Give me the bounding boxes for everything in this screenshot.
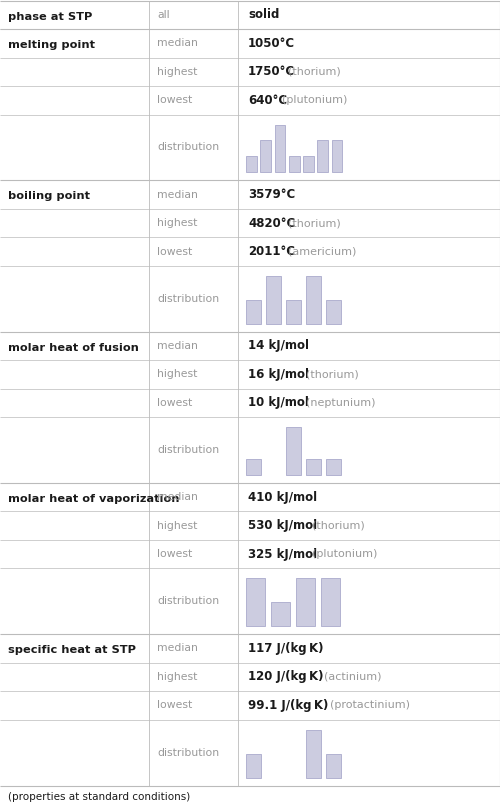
Text: 1750°C: 1750°C (248, 65, 295, 78)
Text: lowest: lowest (157, 398, 192, 408)
Bar (289, 157, 300, 173)
Text: highest: highest (157, 521, 198, 531)
Text: phase at STP: phase at STP (8, 11, 92, 22)
Text: (protactinium): (protactinium) (330, 700, 410, 710)
Text: (thorium): (thorium) (306, 370, 359, 379)
Bar (266, 276, 281, 324)
Text: distribution: distribution (157, 596, 219, 606)
Text: (plutonium): (plutonium) (312, 550, 378, 559)
Text: median: median (157, 190, 198, 199)
Bar (271, 602, 290, 626)
Bar (321, 579, 340, 626)
Text: median: median (157, 643, 198, 654)
Text: 410 kJ/mol: 410 kJ/mol (248, 491, 317, 504)
Bar (246, 157, 256, 173)
Bar (306, 459, 321, 475)
Bar (246, 579, 265, 626)
Bar (286, 299, 301, 324)
Bar (246, 299, 261, 324)
Bar (332, 140, 342, 173)
Bar (286, 427, 301, 475)
Bar (246, 459, 261, 475)
Text: 325 kJ/mol: 325 kJ/mol (248, 548, 317, 561)
Text: lowest: lowest (157, 95, 192, 105)
Text: (actinium): (actinium) (324, 672, 382, 682)
Text: 1050°C: 1050°C (248, 37, 295, 50)
Text: 530 kJ/mol: 530 kJ/mol (248, 519, 317, 532)
Text: (thorium): (thorium) (312, 521, 365, 531)
Text: median: median (157, 38, 198, 48)
Text: 640°C: 640°C (248, 94, 287, 107)
Text: 2011°C: 2011°C (248, 245, 295, 258)
Text: 16 kJ/mol: 16 kJ/mol (248, 368, 309, 381)
Bar (326, 754, 341, 777)
Bar (318, 140, 328, 173)
Text: 14 kJ/mol: 14 kJ/mol (248, 340, 309, 353)
Text: (neptunium): (neptunium) (306, 398, 376, 408)
Text: 120 J/(kg K): 120 J/(kg K) (248, 671, 324, 684)
Text: all: all (157, 10, 170, 19)
Text: 99.1 J/(kg K): 99.1 J/(kg K) (248, 699, 328, 712)
Text: (americium): (americium) (288, 247, 356, 257)
Text: melting point: melting point (8, 40, 95, 50)
Text: highest: highest (157, 218, 198, 228)
Text: lowest: lowest (157, 700, 192, 710)
Text: (thorium): (thorium) (288, 218, 341, 228)
Text: molar heat of vaporization: molar heat of vaporization (8, 494, 180, 504)
Text: lowest: lowest (157, 550, 192, 559)
Text: distribution: distribution (157, 294, 219, 303)
Text: (plutonium): (plutonium) (282, 95, 348, 105)
Bar (326, 459, 341, 475)
Text: lowest: lowest (157, 247, 192, 257)
Bar (306, 730, 321, 777)
Text: solid: solid (248, 8, 280, 21)
Bar (306, 276, 321, 324)
Text: 3579°C: 3579°C (248, 188, 295, 201)
Bar (326, 299, 341, 324)
Bar (246, 754, 261, 777)
Text: distribution: distribution (157, 142, 219, 153)
Text: specific heat at STP: specific heat at STP (8, 646, 136, 655)
Text: (thorium): (thorium) (288, 67, 341, 77)
Text: (properties at standard conditions): (properties at standard conditions) (8, 792, 190, 801)
Text: molar heat of fusion: molar heat of fusion (8, 343, 139, 353)
Text: 4820°C: 4820°C (248, 216, 295, 229)
Text: median: median (157, 341, 198, 351)
Bar (296, 579, 315, 626)
Text: highest: highest (157, 67, 198, 77)
Text: distribution: distribution (157, 747, 219, 758)
Text: boiling point: boiling point (8, 191, 90, 201)
Text: 10 kJ/mol: 10 kJ/mol (248, 396, 309, 409)
Bar (274, 124, 285, 173)
Bar (260, 140, 271, 173)
Text: distribution: distribution (157, 445, 219, 455)
Text: 117 J/(kg K): 117 J/(kg K) (248, 642, 324, 655)
Text: median: median (157, 492, 198, 502)
Text: highest: highest (157, 672, 198, 682)
Text: highest: highest (157, 370, 198, 379)
Bar (303, 157, 314, 173)
